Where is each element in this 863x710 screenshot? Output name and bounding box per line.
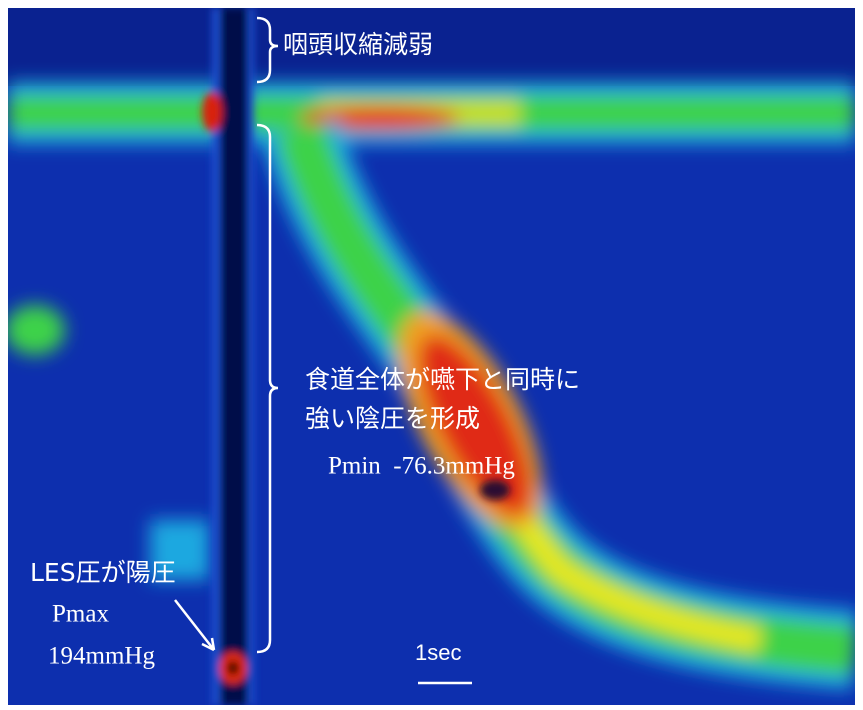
manometry-image: 咽頭収縮減弱 食道全体が嚥下と同時に 強い陰圧を形成 Pmin -76.3mmH…	[0, 0, 863, 710]
scale-label: 1sec	[415, 640, 461, 665]
page: 咽頭収縮減弱 食道全体が嚥下と同時に 強い陰圧を形成 Pmin -76.3mmH…	[0, 0, 863, 710]
les-label: LES圧が陽圧	[30, 558, 176, 587]
pmax-label: Pmax	[52, 601, 109, 628]
esophagus-label: 食道全体が嚥下と同時に	[305, 365, 580, 394]
esophagus-label: 強い陰圧を形成	[305, 404, 480, 433]
pmax-value: 194mmHg	[48, 643, 155, 670]
heatmap	[5, 8, 855, 705]
pharynx-label: 咽頭収縮減弱	[283, 30, 433, 59]
pmin-label: Pmin -76.3mmHg	[328, 453, 515, 480]
